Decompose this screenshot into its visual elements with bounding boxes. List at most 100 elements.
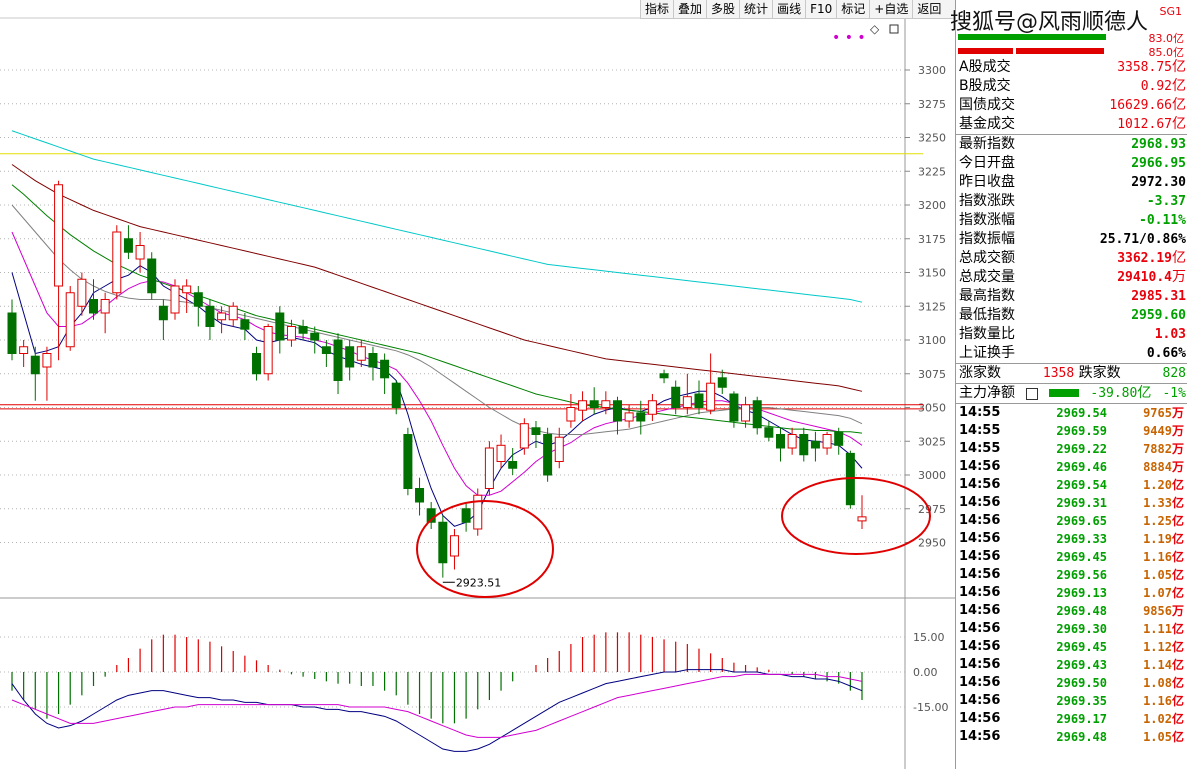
main-force-value: -39.80 bbox=[1090, 386, 1138, 401]
candle bbox=[321, 346, 331, 354]
candle bbox=[449, 535, 459, 557]
candle bbox=[741, 404, 751, 422]
turnover-value: 3358.75 bbox=[1117, 60, 1172, 75]
turnover-label: 国债成交 bbox=[959, 97, 1015, 113]
toolbar-button-0[interactable]: 指标 bbox=[640, 0, 673, 18]
candle bbox=[787, 434, 797, 449]
candle bbox=[345, 346, 355, 368]
tick-unit: 亿 bbox=[1171, 622, 1184, 636]
stat-value: 2968.93 bbox=[1131, 137, 1186, 152]
down-label: 跌家数 bbox=[1078, 365, 1121, 381]
price-tick-label: 3075 bbox=[918, 368, 946, 381]
candle bbox=[135, 245, 145, 260]
candle bbox=[7, 312, 17, 354]
tick-unit: 亿 bbox=[1171, 478, 1184, 492]
candle bbox=[589, 400, 599, 408]
candle bbox=[263, 326, 273, 375]
kline-chart[interactable]: 3300 3275 3250 3225 3200 3175 3150 3125 3100 3075… bbox=[0, 0, 955, 769]
tick-row: 14:56 2969.65 1.25亿 bbox=[956, 512, 1187, 530]
tick-volume: 1.25 bbox=[1143, 514, 1172, 528]
tick-list[interactable]: 14:55 2969.54 9765万 14:55 2969.59 9449万 14… bbox=[956, 403, 1187, 746]
tick-volume: 1.07 bbox=[1143, 586, 1172, 600]
turnover-unit: 亿 bbox=[1172, 116, 1186, 132]
tick-unit: 亿 bbox=[1171, 730, 1184, 744]
macd-dif-line bbox=[11, 669, 863, 752]
tick-volume: 1.11 bbox=[1143, 622, 1172, 636]
tick-volume: 9856 bbox=[1143, 604, 1172, 618]
tick-unit: 亿 bbox=[1171, 514, 1184, 528]
tick-price: 2969.65 bbox=[1056, 514, 1107, 528]
tick-time: 14:56 bbox=[959, 639, 1001, 654]
candle bbox=[857, 516, 867, 522]
stat-row: 指数量比 1.03 bbox=[956, 325, 1187, 344]
candle bbox=[822, 434, 832, 449]
price-tick-label: 3250 bbox=[918, 132, 946, 145]
tick-price: 2969.59 bbox=[1056, 424, 1107, 438]
macd-tick-label: 0.00 bbox=[913, 666, 938, 679]
toolbar-button-8[interactable]: 返回 bbox=[912, 0, 945, 18]
tick-unit: 亿 bbox=[1171, 676, 1184, 690]
breadth-row: 涨家数 1358 跌家数 828 bbox=[956, 363, 1187, 383]
stat-row: 总成交量 29410.4万 bbox=[956, 268, 1187, 287]
stat-label: 昨日收盘 bbox=[959, 174, 1015, 190]
stat-value: 2985.31 bbox=[1131, 289, 1186, 304]
tick-price: 2969.45 bbox=[1056, 640, 1107, 654]
tick-row: 14:56 2969.31 1.33亿 bbox=[956, 494, 1187, 512]
main-force-icon[interactable] bbox=[1026, 388, 1039, 400]
candle bbox=[671, 386, 681, 408]
price-tick-label: 3125 bbox=[918, 300, 946, 313]
macd-tick-label: 15.00 bbox=[913, 631, 945, 644]
stat-label: 上证换手 bbox=[959, 345, 1015, 361]
macd-dea-line bbox=[11, 673, 863, 738]
main-force-unit: 亿 bbox=[1137, 385, 1152, 401]
candle bbox=[706, 382, 716, 411]
candle bbox=[147, 258, 157, 294]
price-tick-label: 3200 bbox=[918, 199, 946, 212]
tick-price: 2969.45 bbox=[1056, 550, 1107, 564]
candle bbox=[182, 285, 192, 294]
stat-value: 2959.60 bbox=[1131, 308, 1186, 323]
candle bbox=[484, 447, 494, 489]
candle bbox=[473, 494, 483, 530]
quote-panel: SG1 83.0亿 85.0亿 A股成交 3358.75亿 B股成交 0.92亿国… bbox=[955, 0, 1187, 769]
candle bbox=[380, 359, 390, 379]
candle bbox=[170, 285, 180, 314]
stat-value: 2972.30 bbox=[1131, 175, 1186, 190]
toolbar-button-1[interactable]: 叠加 bbox=[673, 0, 706, 18]
tick-time: 14:56 bbox=[959, 675, 1001, 690]
stat-value: 0.66% bbox=[1146, 346, 1186, 361]
stat-row: 指数涨跌 -3.37 bbox=[956, 192, 1187, 211]
candle bbox=[368, 353, 378, 368]
stat-label: 今日开盘 bbox=[959, 155, 1015, 171]
main-force-label: 主力净额 bbox=[959, 385, 1015, 401]
tick-time: 14:56 bbox=[959, 477, 1001, 492]
stat-row: 今日开盘 2966.95 bbox=[956, 154, 1187, 173]
candle bbox=[647, 400, 657, 415]
stat-value: 1.03 bbox=[1154, 327, 1186, 342]
stat-value: 29410.4 bbox=[1117, 270, 1172, 285]
tick-row: 14:56 2969.50 1.08亿 bbox=[956, 674, 1187, 692]
toolbar-button-7[interactable]: +自选 bbox=[869, 0, 912, 18]
tick-unit: 亿 bbox=[1171, 658, 1184, 672]
outflow-bar-a bbox=[958, 48, 1013, 54]
tick-unit: 亿 bbox=[1171, 568, 1184, 582]
turnover-value: 0.92 bbox=[1140, 79, 1172, 94]
ma-line-ma10 bbox=[11, 231, 863, 496]
candle bbox=[519, 423, 529, 449]
bar2-value: 85.0亿 bbox=[1148, 46, 1185, 59]
candle bbox=[496, 444, 506, 462]
candle bbox=[30, 355, 40, 375]
toolbar-button-2[interactable]: 多股 bbox=[706, 0, 739, 18]
toolbar-button-6[interactable]: 标记 bbox=[836, 0, 869, 18]
toolbar-button-3[interactable]: 统计 bbox=[739, 0, 772, 18]
candle bbox=[65, 292, 75, 348]
down-count: 828 bbox=[1162, 366, 1186, 381]
turnover-unit: 亿 bbox=[1172, 78, 1186, 94]
toolbar-button-4[interactable]: 画线 bbox=[772, 0, 805, 18]
tick-time: 14:56 bbox=[959, 585, 1001, 600]
stat-row: 总成交额 3362.19亿 bbox=[956, 249, 1187, 268]
toolbar-button-5[interactable]: F10 bbox=[805, 0, 836, 18]
turnover-label: 基金成交 bbox=[959, 116, 1015, 132]
stat-label: 总成交额 bbox=[959, 250, 1015, 266]
tick-price: 2969.22 bbox=[1056, 442, 1107, 456]
